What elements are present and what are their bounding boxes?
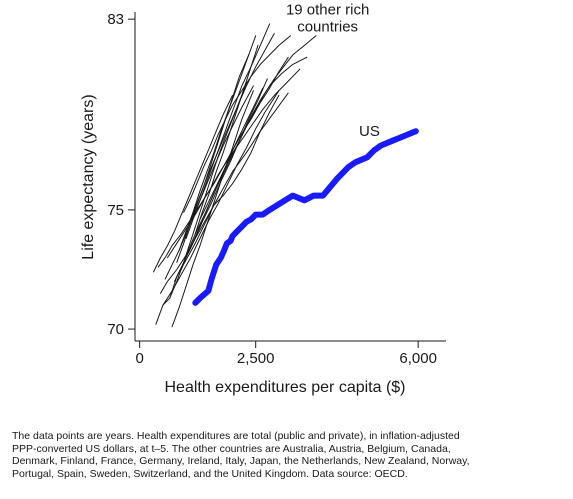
other-country-series-line xyxy=(153,94,233,273)
us-annotation: US xyxy=(359,123,380,140)
other-country-series-line xyxy=(164,85,254,280)
chart: 70 75 83 0 2,500 6,000 19 other rich countries… xyxy=(80,1,446,396)
us-series-line xyxy=(192,128,419,306)
x-axis-title: Health expenditures per capita ($) xyxy=(164,379,405,396)
other-countries-annotation: 19 other rich countries xyxy=(286,1,369,35)
other-country-series-line xyxy=(183,35,291,213)
caption-line: The data points are years. Health expend… xyxy=(12,430,460,442)
x-tick-label: 6,000 xyxy=(399,350,437,367)
y-axis-title: Life expectancy (years) xyxy=(80,94,97,259)
other-country-series-line xyxy=(155,94,280,325)
other-country-series-line xyxy=(199,35,317,220)
other-country-series-line xyxy=(187,87,264,254)
caption-line: Portugal, Spain, Sweden, Switzerland, an… xyxy=(12,467,408,480)
figure-caption: The data points are years. Health expend… xyxy=(12,430,567,480)
caption-line: PPP-converted US dollars, at t–5. The ot… xyxy=(12,442,451,455)
axes xyxy=(134,12,446,342)
ticks: 70 75 83 0 2,500 6,000 xyxy=(107,11,437,367)
other-country-series-line xyxy=(180,44,259,270)
x-tick-label: 2,500 xyxy=(237,350,275,367)
other-country-series-line xyxy=(160,92,289,294)
caption-line: Denmark, Finland, France, Germany, Irela… xyxy=(12,455,470,468)
series-lines xyxy=(153,23,419,328)
y-tick-label: 75 xyxy=(107,202,124,219)
x-tick-label: 0 xyxy=(135,350,143,367)
y-tick-label: 70 xyxy=(107,321,124,338)
other-country-series-line xyxy=(169,83,247,299)
annotations: 19 other rich countries US xyxy=(286,1,380,140)
annotation-line: 19 other rich xyxy=(286,1,369,18)
other-country-series-line xyxy=(162,90,280,306)
annotation-line: countries xyxy=(297,18,358,35)
other-country-series-line xyxy=(157,68,301,268)
other-country-series-line xyxy=(178,35,257,251)
y-tick-label: 83 xyxy=(107,11,124,28)
annotation-line: US xyxy=(359,123,380,140)
